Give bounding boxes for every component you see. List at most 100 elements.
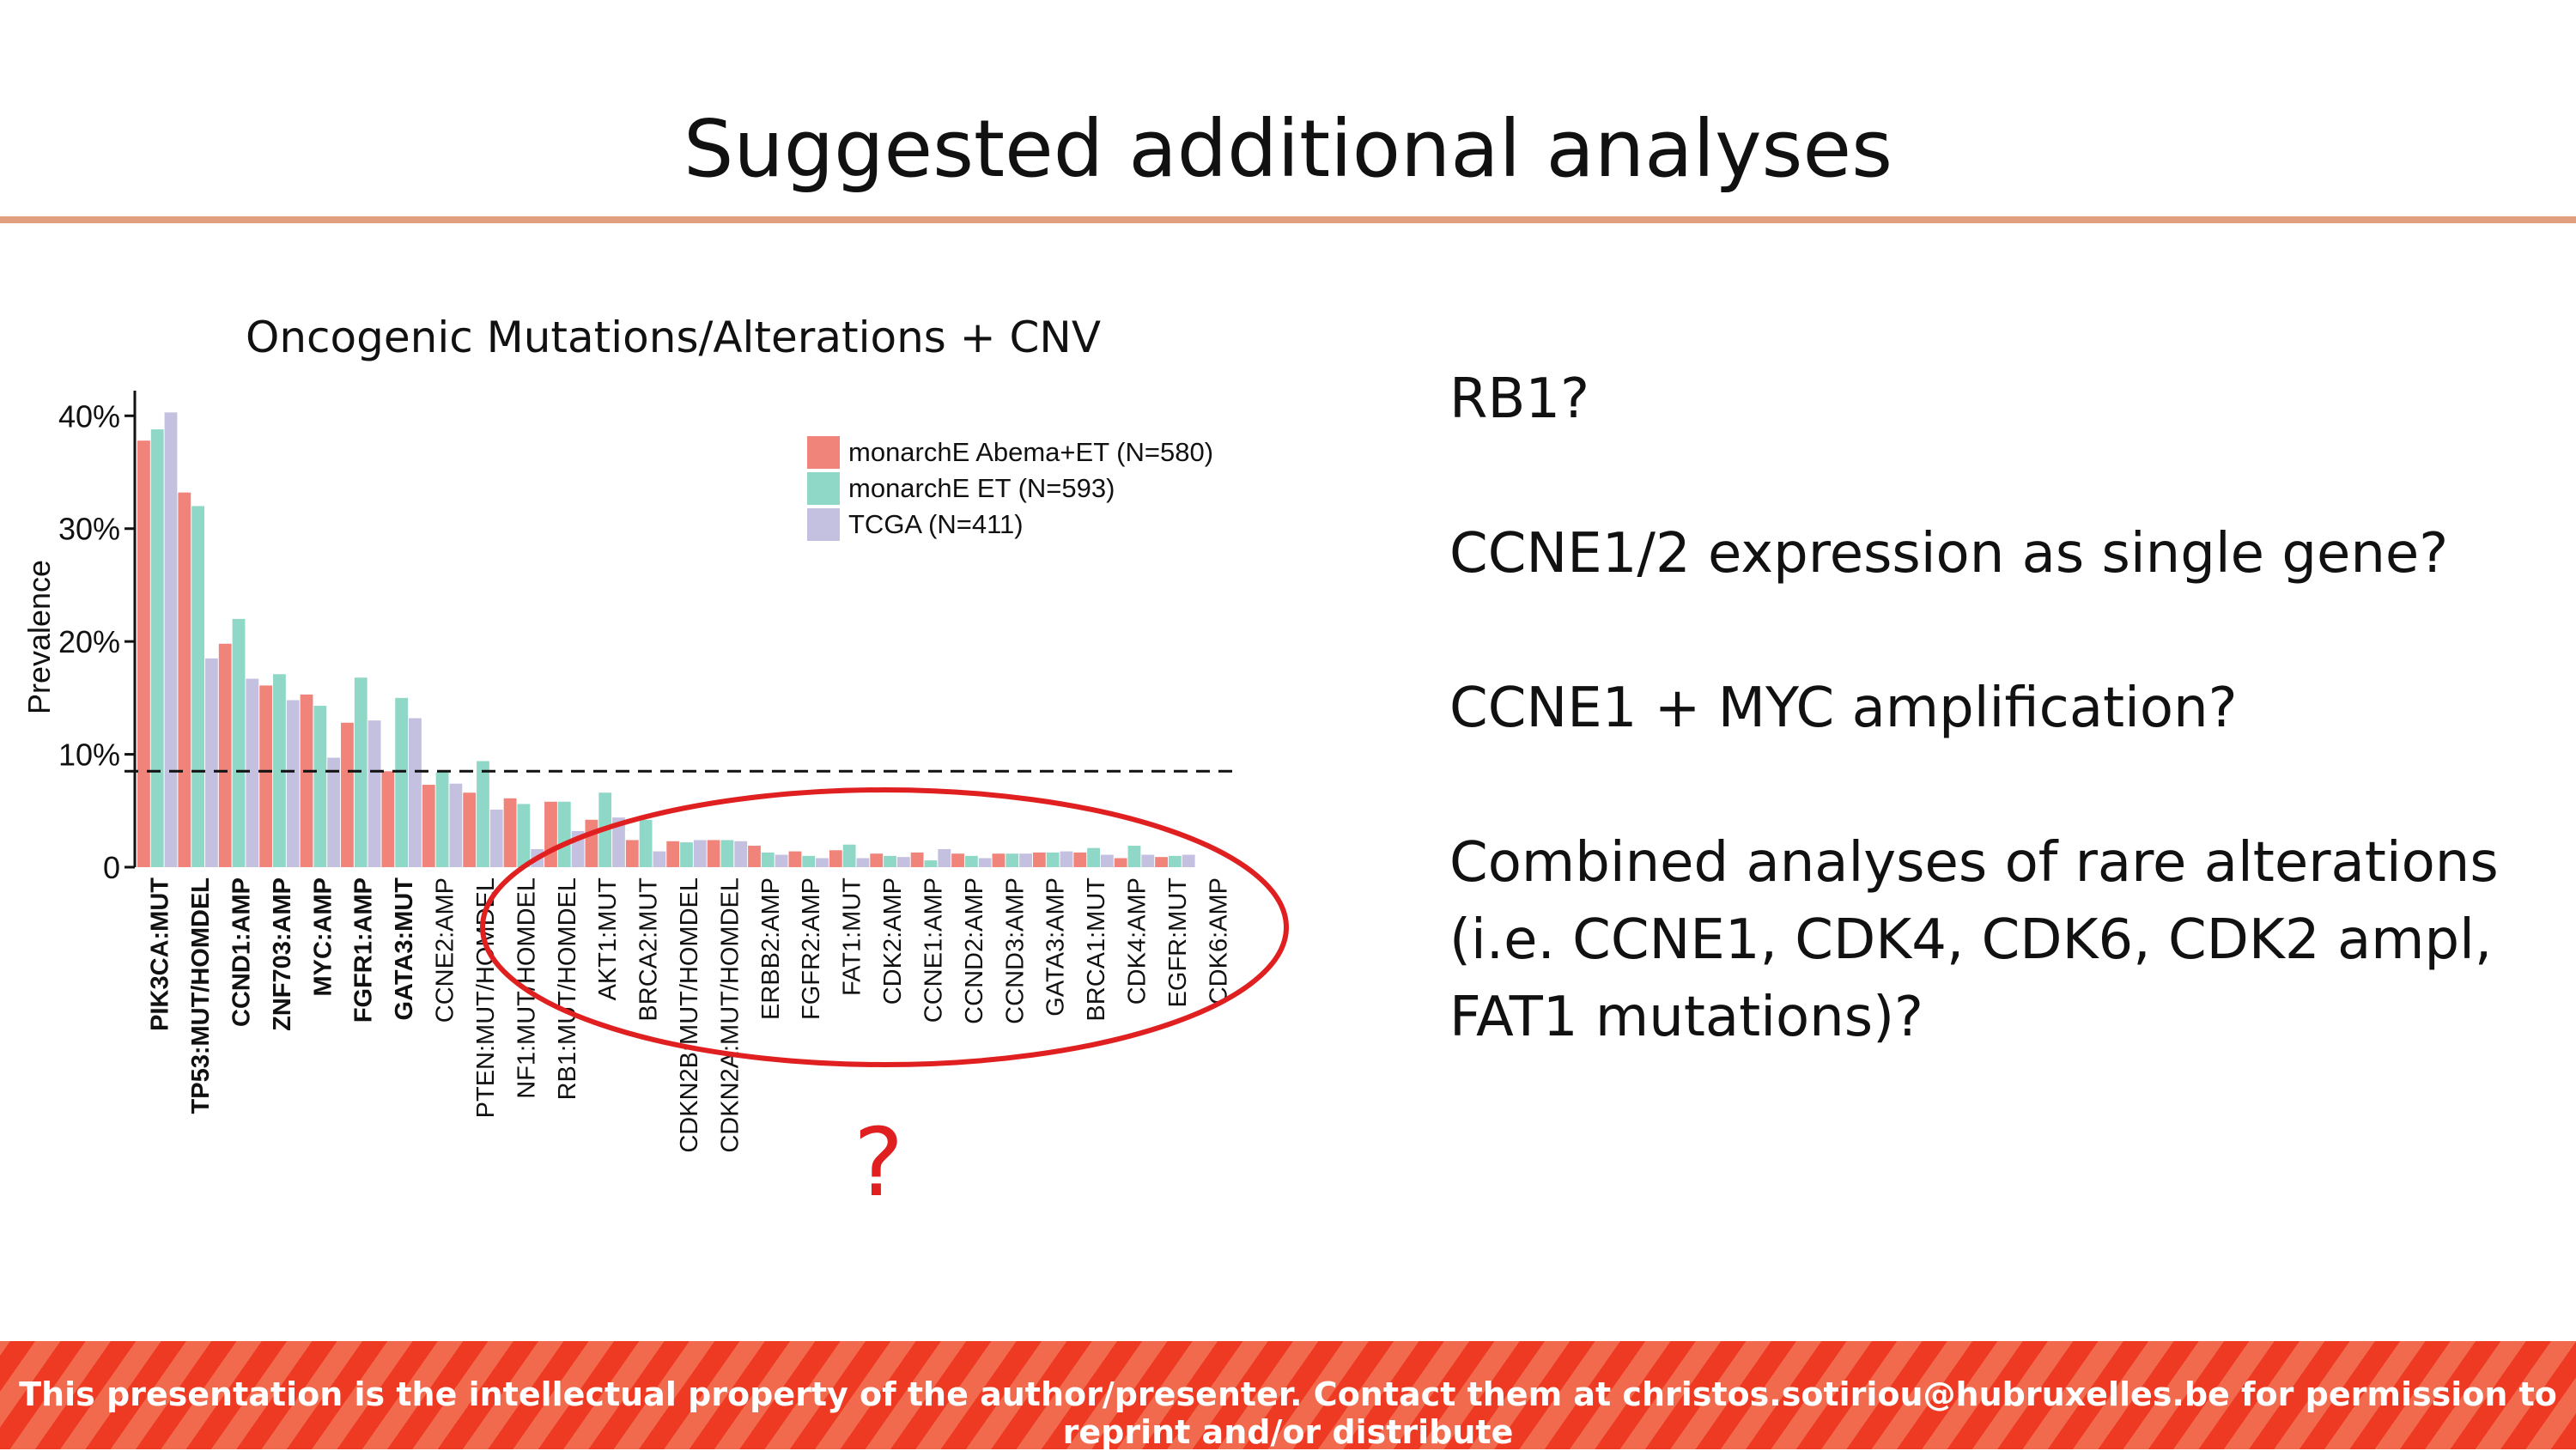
bar-erbb2-amp-s2 xyxy=(761,852,775,867)
x-label-fgfr1-amp: FGFR1:AMP xyxy=(350,877,378,1023)
bar-znf703-amp-s1 xyxy=(259,685,273,867)
bar-ccnd2-amp-s3 xyxy=(978,858,992,867)
bar-fat1-mut-s1 xyxy=(829,850,842,867)
bar-nf1-mut-homdel-s2 xyxy=(517,804,531,867)
suggestion-ccne-expression: CCNE1/2 expression as single gene? xyxy=(1449,522,2449,586)
bar-fat1-mut-s3 xyxy=(856,858,870,867)
y-axis-label: Prevalence xyxy=(21,560,57,714)
x-label-cdkn2a-mut-homdel: CDKN2A:MUT/HOMDEL xyxy=(716,877,744,1153)
legend-swatch-3 xyxy=(807,508,840,541)
bar-fgfr2-amp-s1 xyxy=(788,851,802,867)
question-mark: ? xyxy=(854,1108,904,1217)
x-label-cdkn2b-mut-homdel: CDKN2B:MUT/HOMDEL xyxy=(676,877,703,1153)
bar-ccnd1-amp-s2 xyxy=(232,618,246,867)
bar-pik3ca-mut-s1 xyxy=(137,440,150,867)
legend-swatch-1 xyxy=(807,436,840,469)
x-label-myc-amp: MYC:AMP xyxy=(309,877,337,997)
bar-fgfr1-amp-s3 xyxy=(368,720,381,867)
bar-ccnd1-amp-s1 xyxy=(218,643,232,867)
bar-cdkn2b-mut-homdel-s2 xyxy=(680,842,693,867)
bar-fgfr2-amp-s2 xyxy=(802,855,816,867)
x-label-tp53-mut-homdel: TP53:MUT/HOMDEL xyxy=(187,877,215,1114)
y-tick-label: 40% xyxy=(58,398,120,434)
legend-label-2: monarchE ET (N=593) xyxy=(848,473,1115,503)
bar-cdkn2b-mut-homdel-s3 xyxy=(693,840,707,867)
bar-cdk4-amp-s2 xyxy=(1127,846,1141,867)
bar-erbb2-amp-s1 xyxy=(748,846,761,867)
legend-swatch-2 xyxy=(807,472,840,505)
bar-gata3-mut-s3 xyxy=(409,718,422,867)
bar-myc-amp-s2 xyxy=(313,706,327,867)
legend-label-1: monarchE Abema+ET (N=580) xyxy=(848,437,1213,467)
bar-tp53-mut-homdel-s2 xyxy=(191,506,205,867)
slide-title: Suggested additional analyses xyxy=(683,103,1893,195)
x-label-gata3-mut: GATA3:MUT xyxy=(391,877,418,1021)
bar-rb1-mut-homdel-s1 xyxy=(544,801,557,867)
bar-pik3ca-mut-s2 xyxy=(150,429,164,867)
bar-gata3-amp-s1 xyxy=(1032,852,1046,867)
y-tick-label: 10% xyxy=(58,738,120,773)
bar-pten-mut-homdel-s2 xyxy=(477,761,489,867)
bar-ccnd3-amp-s2 xyxy=(1005,853,1019,867)
bar-myc-amp-s1 xyxy=(300,694,313,867)
bar-znf703-amp-s2 xyxy=(273,674,286,867)
bar-cdkn2b-mut-homdel-s1 xyxy=(666,841,680,867)
bar-ccnd3-amp-s1 xyxy=(992,853,1005,867)
bar-tp53-mut-homdel-s1 xyxy=(178,492,191,867)
suggestion-rb1: RB1? xyxy=(1449,367,1590,431)
bar-ccnd2-amp-s2 xyxy=(964,855,978,867)
rare-alterations-highlight-ellipse xyxy=(480,787,1289,1067)
bar-cdkn2a-mut-homdel-s2 xyxy=(720,840,734,867)
x-label-cdk6-amp: CDK6:AMP xyxy=(1205,877,1232,1005)
x-label-znf703-amp: ZNF703:AMP xyxy=(269,877,296,1031)
bar-fgfr1-amp-s1 xyxy=(341,722,354,867)
x-label-brca1-mut: BRCA1:MUT xyxy=(1083,877,1110,1022)
x-label-akt1-mut: AKT1:MUT xyxy=(594,877,622,1001)
bar-brca2-mut-s1 xyxy=(625,840,639,867)
suggestion-ccne1-myc: CCNE1 + MYC amplification? xyxy=(1449,677,2238,740)
x-label-rb1-mut-homdel: RB1:MUT/HOMDEL xyxy=(554,877,581,1100)
bar-myc-amp-s3 xyxy=(327,757,341,867)
bar-ccne1-amp-s1 xyxy=(910,852,924,867)
bar-ccnd1-amp-s3 xyxy=(246,678,259,867)
legend-label-3: TCGA (N=411) xyxy=(848,509,1024,539)
bar-cdkn2a-mut-homdel-s1 xyxy=(707,840,720,867)
bar-rb1-mut-homdel-s2 xyxy=(557,801,571,867)
suggestion-list: RB1? CCNE1/2 expression as single gene? … xyxy=(1449,361,2531,1133)
bar-akt1-mut-s1 xyxy=(585,819,598,867)
bar-pik3ca-mut-s3 xyxy=(164,412,178,867)
x-label-egfr-mut: EGFR:MUT xyxy=(1164,877,1192,1008)
bar-gata3-mut-s2 xyxy=(395,697,409,867)
x-label-brca2-mut: BRCA2:MUT xyxy=(635,877,663,1022)
bar-gata3-amp-s3 xyxy=(1060,851,1073,867)
bar-cdk2-amp-s1 xyxy=(870,853,884,867)
x-label-gata3-amp: GATA3:AMP xyxy=(1042,877,1070,1017)
x-label-fgfr2-amp: FGFR2:AMP xyxy=(798,877,825,1020)
bar-cdk2-amp-s3 xyxy=(896,857,910,867)
footer-banner: This presentation is the intellectual pr… xyxy=(0,1341,2576,1451)
x-label-ccnd2-amp: CCND2:AMP xyxy=(961,877,988,1024)
bar-nf1-mut-homdel-s1 xyxy=(503,798,517,867)
chart-title: Oncogenic Mutations/Alterations + CNV xyxy=(246,313,1102,362)
x-label-erbb2-amp: ERBB2:AMP xyxy=(757,877,785,1020)
bar-brca1-mut-s1 xyxy=(1073,852,1087,867)
bar-cdkn2a-mut-homdel-s3 xyxy=(734,841,748,867)
bar-gata3-mut-s1 xyxy=(381,771,395,867)
bar-ccne2-amp-s3 xyxy=(449,783,463,867)
bar-brca2-mut-s2 xyxy=(639,819,653,867)
bar-brca2-mut-s3 xyxy=(653,851,666,867)
title-divider xyxy=(0,216,2576,223)
bar-egfr-mut-s1 xyxy=(1155,857,1168,867)
suggestion-rare-alterations: Combined analyses of rare alterations (i… xyxy=(1449,831,2499,1049)
bar-fgfr2-amp-s3 xyxy=(816,858,829,867)
y-tick-label: 20% xyxy=(58,624,120,659)
bar-akt1-mut-s3 xyxy=(612,817,625,867)
bar-fat1-mut-s2 xyxy=(842,844,856,867)
bar-erbb2-amp-s3 xyxy=(775,854,788,867)
bar-pten-mut-homdel-s3 xyxy=(489,809,503,867)
x-label-ccnd3-amp: CCND3:AMP xyxy=(1001,877,1029,1024)
bar-cdk2-amp-s2 xyxy=(884,855,896,867)
x-label-cdk2-amp: CDK2:AMP xyxy=(879,877,907,1005)
bar-tp53-mut-homdel-s3 xyxy=(205,658,218,867)
x-label-fat1-mut: FAT1:MUT xyxy=(839,877,866,996)
